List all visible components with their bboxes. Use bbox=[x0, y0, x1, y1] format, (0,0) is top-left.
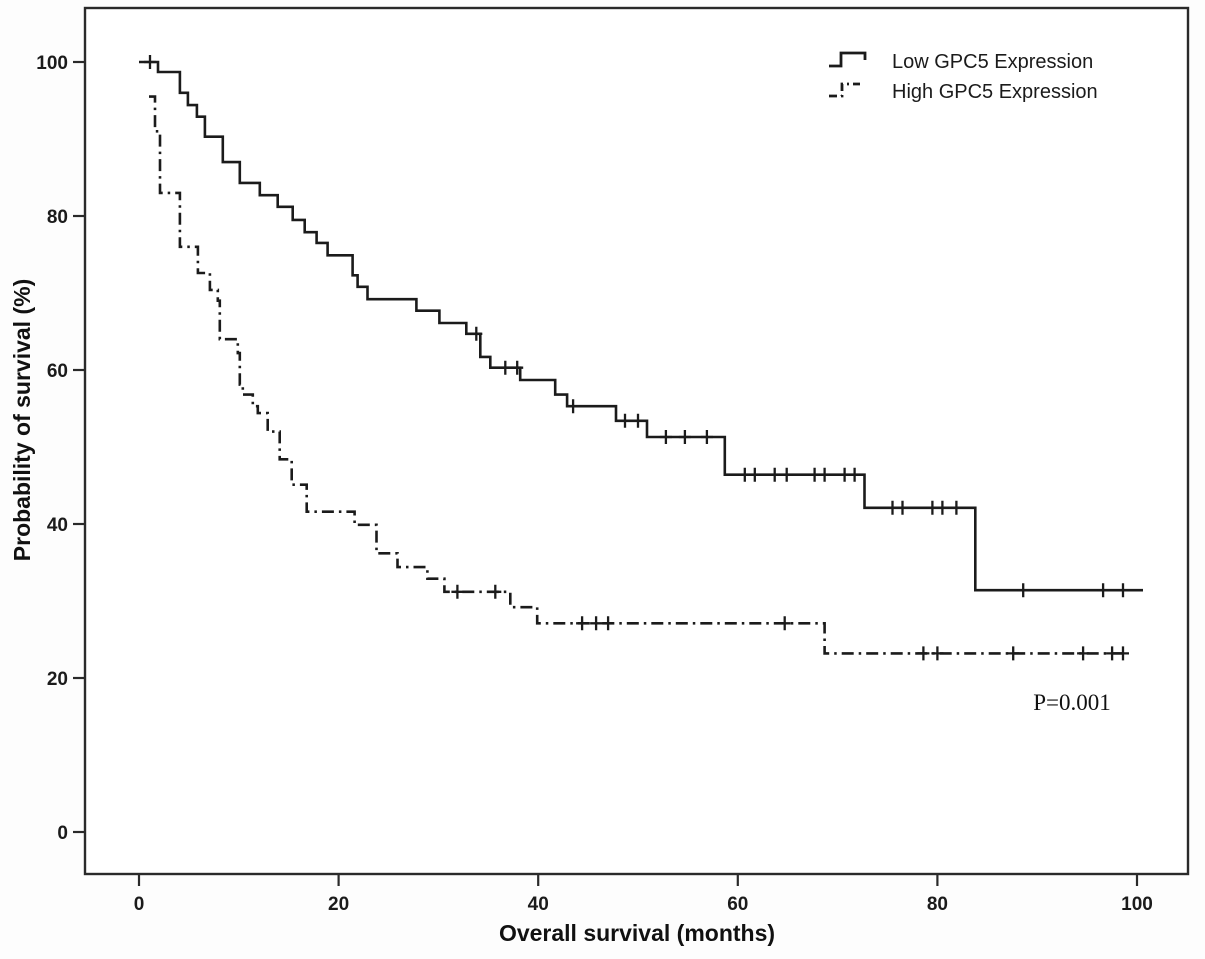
survival-curves bbox=[139, 55, 1143, 661]
y-axis-ticks: 0 20 40 60 80 100 bbox=[36, 53, 85, 844]
survival-curve-solid bbox=[139, 60, 1143, 592]
p-value-annotation: P=0.001 bbox=[1033, 690, 1111, 715]
y-axis-title: Probability of survival (%) bbox=[9, 279, 35, 561]
y-tick-label: 60 bbox=[47, 361, 68, 382]
legend-label-high-gpc5: High GPC5 Expression bbox=[892, 81, 1098, 103]
x-axis-title: Overall survival (months) bbox=[499, 920, 775, 946]
legend-dashdot-line-icon bbox=[829, 82, 860, 98]
survival-curve-dashed bbox=[149, 95, 1127, 655]
plot-area-frame bbox=[83, 6, 1190, 876]
y-tick-label: 80 bbox=[47, 207, 68, 228]
legend: Low GPC5 Expression High GPC5 Expression bbox=[829, 51, 1098, 103]
x-tick-label: 100 bbox=[1121, 894, 1153, 915]
x-tick-label: 40 bbox=[528, 894, 549, 915]
y-tick-label: 0 bbox=[57, 823, 68, 844]
legend-solid-line-icon bbox=[829, 51, 867, 68]
legend-label-low-gpc5: Low GPC5 Expression bbox=[892, 51, 1093, 73]
x-tick-label: 20 bbox=[328, 894, 349, 915]
y-tick-label: 20 bbox=[47, 669, 68, 690]
censor-marks-dashed bbox=[451, 584, 1129, 661]
x-tick-label: 80 bbox=[927, 894, 948, 915]
y-tick-label: 40 bbox=[47, 515, 68, 536]
y-tick-label: 100 bbox=[36, 53, 68, 74]
x-axis-ticks: 0 20 40 60 80 100 bbox=[134, 874, 1153, 915]
censor-marks-solid bbox=[144, 55, 1129, 598]
x-tick-label: 60 bbox=[727, 894, 748, 915]
x-tick-label: 0 bbox=[134, 894, 145, 915]
